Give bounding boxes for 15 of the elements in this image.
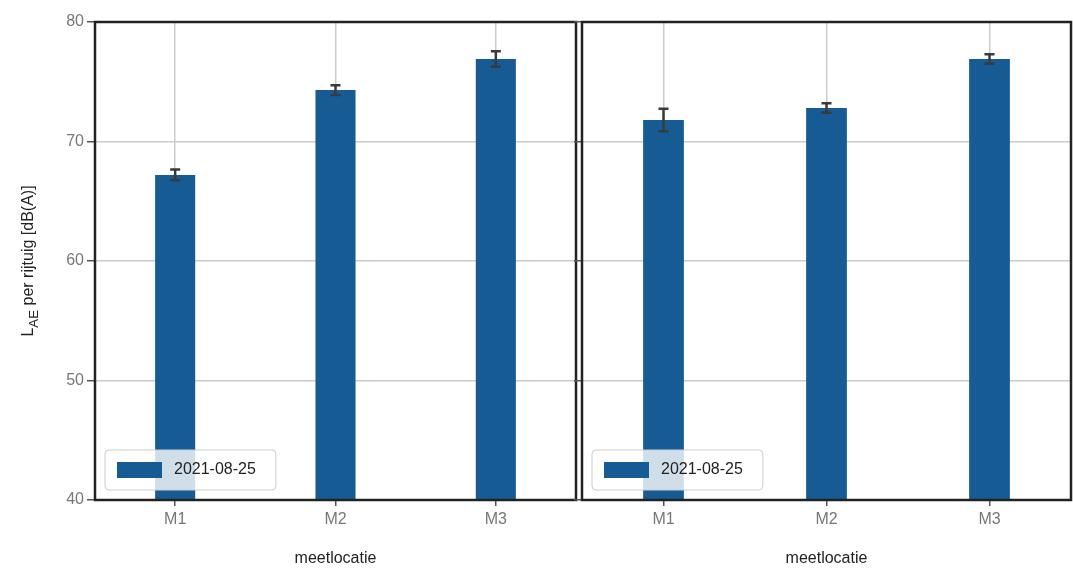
y-tick-label: 80 — [66, 12, 85, 30]
legend-label: 2021-08-25 — [174, 460, 256, 478]
x-tick-label: M1 — [164, 510, 187, 528]
legend-label: 2021-08-25 — [661, 460, 743, 478]
x-axis-title: meetlocatie — [785, 548, 868, 566]
y-tick-label: 60 — [66, 251, 85, 269]
y-tick-label: 70 — [66, 131, 85, 149]
x-tick-label: M3 — [484, 510, 508, 528]
x-tick-label: M2 — [324, 510, 347, 528]
y-tick-label: 40 — [66, 490, 85, 508]
x-axis-title: meetlocatie — [294, 548, 377, 566]
x-tick-label: M3 — [978, 510, 1001, 528]
y-tick-label: 50 — [66, 370, 85, 388]
x-tick-label: M1 — [652, 510, 675, 528]
x-tick-label: M2 — [815, 510, 838, 528]
